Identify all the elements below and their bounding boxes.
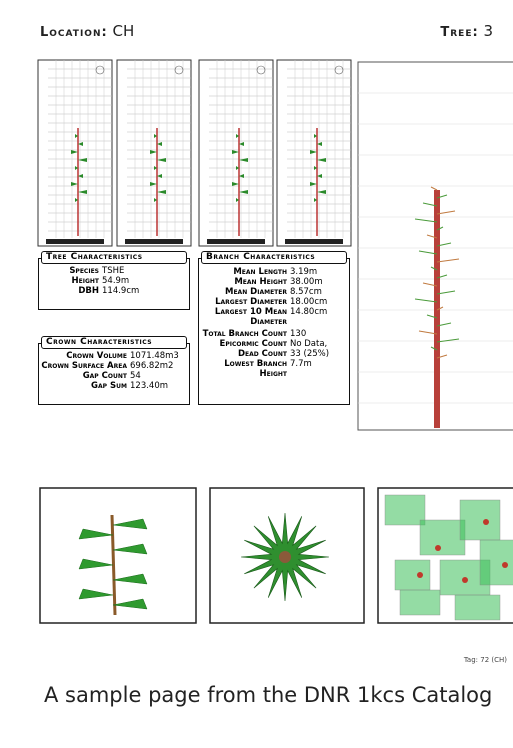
row-label: Epicormic Count bbox=[199, 339, 287, 349]
tag: Tag: 72 (CH) bbox=[464, 656, 507, 664]
profile-panel bbox=[199, 60, 273, 246]
row-label: Largest Diameter bbox=[199, 297, 287, 307]
profile-panel bbox=[117, 60, 191, 246]
tree-characteristics: Tree Characteristics SpeciesTSHEHeight54… bbox=[38, 258, 190, 310]
row-label: Mean Diameter bbox=[199, 287, 287, 297]
row-value: 14.80cm bbox=[287, 307, 327, 327]
box-title: Crown Characteristics bbox=[41, 336, 187, 349]
row: Dead Count33 (25%) bbox=[199, 349, 349, 359]
row-value: 114.9cm bbox=[99, 286, 139, 296]
panel-footer bbox=[285, 239, 343, 244]
stem bbox=[435, 545, 441, 551]
stem bbox=[502, 562, 508, 568]
view-frame bbox=[40, 488, 196, 623]
row-label: Dead Count bbox=[199, 349, 287, 359]
row-value: 3.19m bbox=[287, 267, 317, 277]
row-value: TSHE bbox=[99, 266, 124, 276]
row-label: Mean Length bbox=[199, 267, 287, 277]
page: Location: CH Tree: 3 Tree Characteristic… bbox=[0, 0, 513, 748]
crown-patch bbox=[400, 590, 440, 615]
row-value: No Data, bbox=[287, 339, 327, 349]
row: Mean Height38.00m bbox=[199, 277, 349, 287]
row-label: Largest 10 Mean Diameter bbox=[199, 307, 287, 327]
row-value: 18.00cm bbox=[287, 297, 327, 307]
row-label: Lowest Branch Height bbox=[199, 359, 287, 379]
row-label: Height bbox=[39, 276, 99, 286]
row: Crown Surface Area696.82m2 bbox=[39, 361, 189, 371]
row-label: Gap Sum bbox=[39, 381, 127, 391]
row-label: Gap Count bbox=[39, 371, 127, 381]
row-value: 38.00m bbox=[287, 277, 323, 287]
row: Total Branch Count130 bbox=[199, 329, 349, 339]
panel-footer bbox=[207, 239, 265, 244]
crown-patch bbox=[455, 595, 500, 620]
row-value: 696.82m2 bbox=[127, 361, 173, 371]
row-value: 130 bbox=[287, 329, 306, 339]
row-label: Crown Surface Area bbox=[39, 361, 127, 371]
row-label: Species bbox=[39, 266, 99, 276]
row-value: 8.57cm bbox=[287, 287, 322, 297]
stem bbox=[462, 577, 468, 583]
panel-footer bbox=[46, 239, 104, 244]
row-value: 54.9m bbox=[99, 276, 129, 286]
rows: SpeciesTSHEHeight54.9mDBH114.9cm bbox=[39, 266, 189, 296]
row-value: 1071.48m3 bbox=[127, 351, 179, 361]
profile-panel bbox=[277, 60, 351, 246]
stem bbox=[483, 519, 489, 525]
row-value: 54 bbox=[127, 371, 141, 381]
row: Gap Sum123.40m bbox=[39, 381, 189, 391]
row-label: DBH bbox=[39, 286, 99, 296]
row-label: Mean Height bbox=[199, 277, 287, 287]
caption: A sample page from the DNR 1kcs Catalog bbox=[44, 678, 504, 712]
stem bbox=[279, 551, 291, 563]
crown-patch bbox=[420, 520, 465, 555]
row-label: Crown Volume bbox=[39, 351, 127, 361]
stem bbox=[417, 572, 423, 578]
crown-patch bbox=[395, 560, 430, 590]
crown-patch bbox=[480, 540, 513, 585]
profile-panel bbox=[38, 60, 112, 246]
row-value: 33 (25%) bbox=[287, 349, 329, 359]
crown-patch bbox=[385, 495, 425, 525]
crown-patch bbox=[460, 500, 500, 540]
row-value: 123.40m bbox=[127, 381, 168, 391]
box-title: Tree Characteristics bbox=[41, 251, 187, 264]
row-label: Total Branch Count bbox=[199, 329, 287, 339]
panel-footer bbox=[125, 239, 183, 244]
box-title: Branch Characteristics bbox=[201, 251, 347, 264]
row-value: 7.7m bbox=[287, 359, 312, 379]
